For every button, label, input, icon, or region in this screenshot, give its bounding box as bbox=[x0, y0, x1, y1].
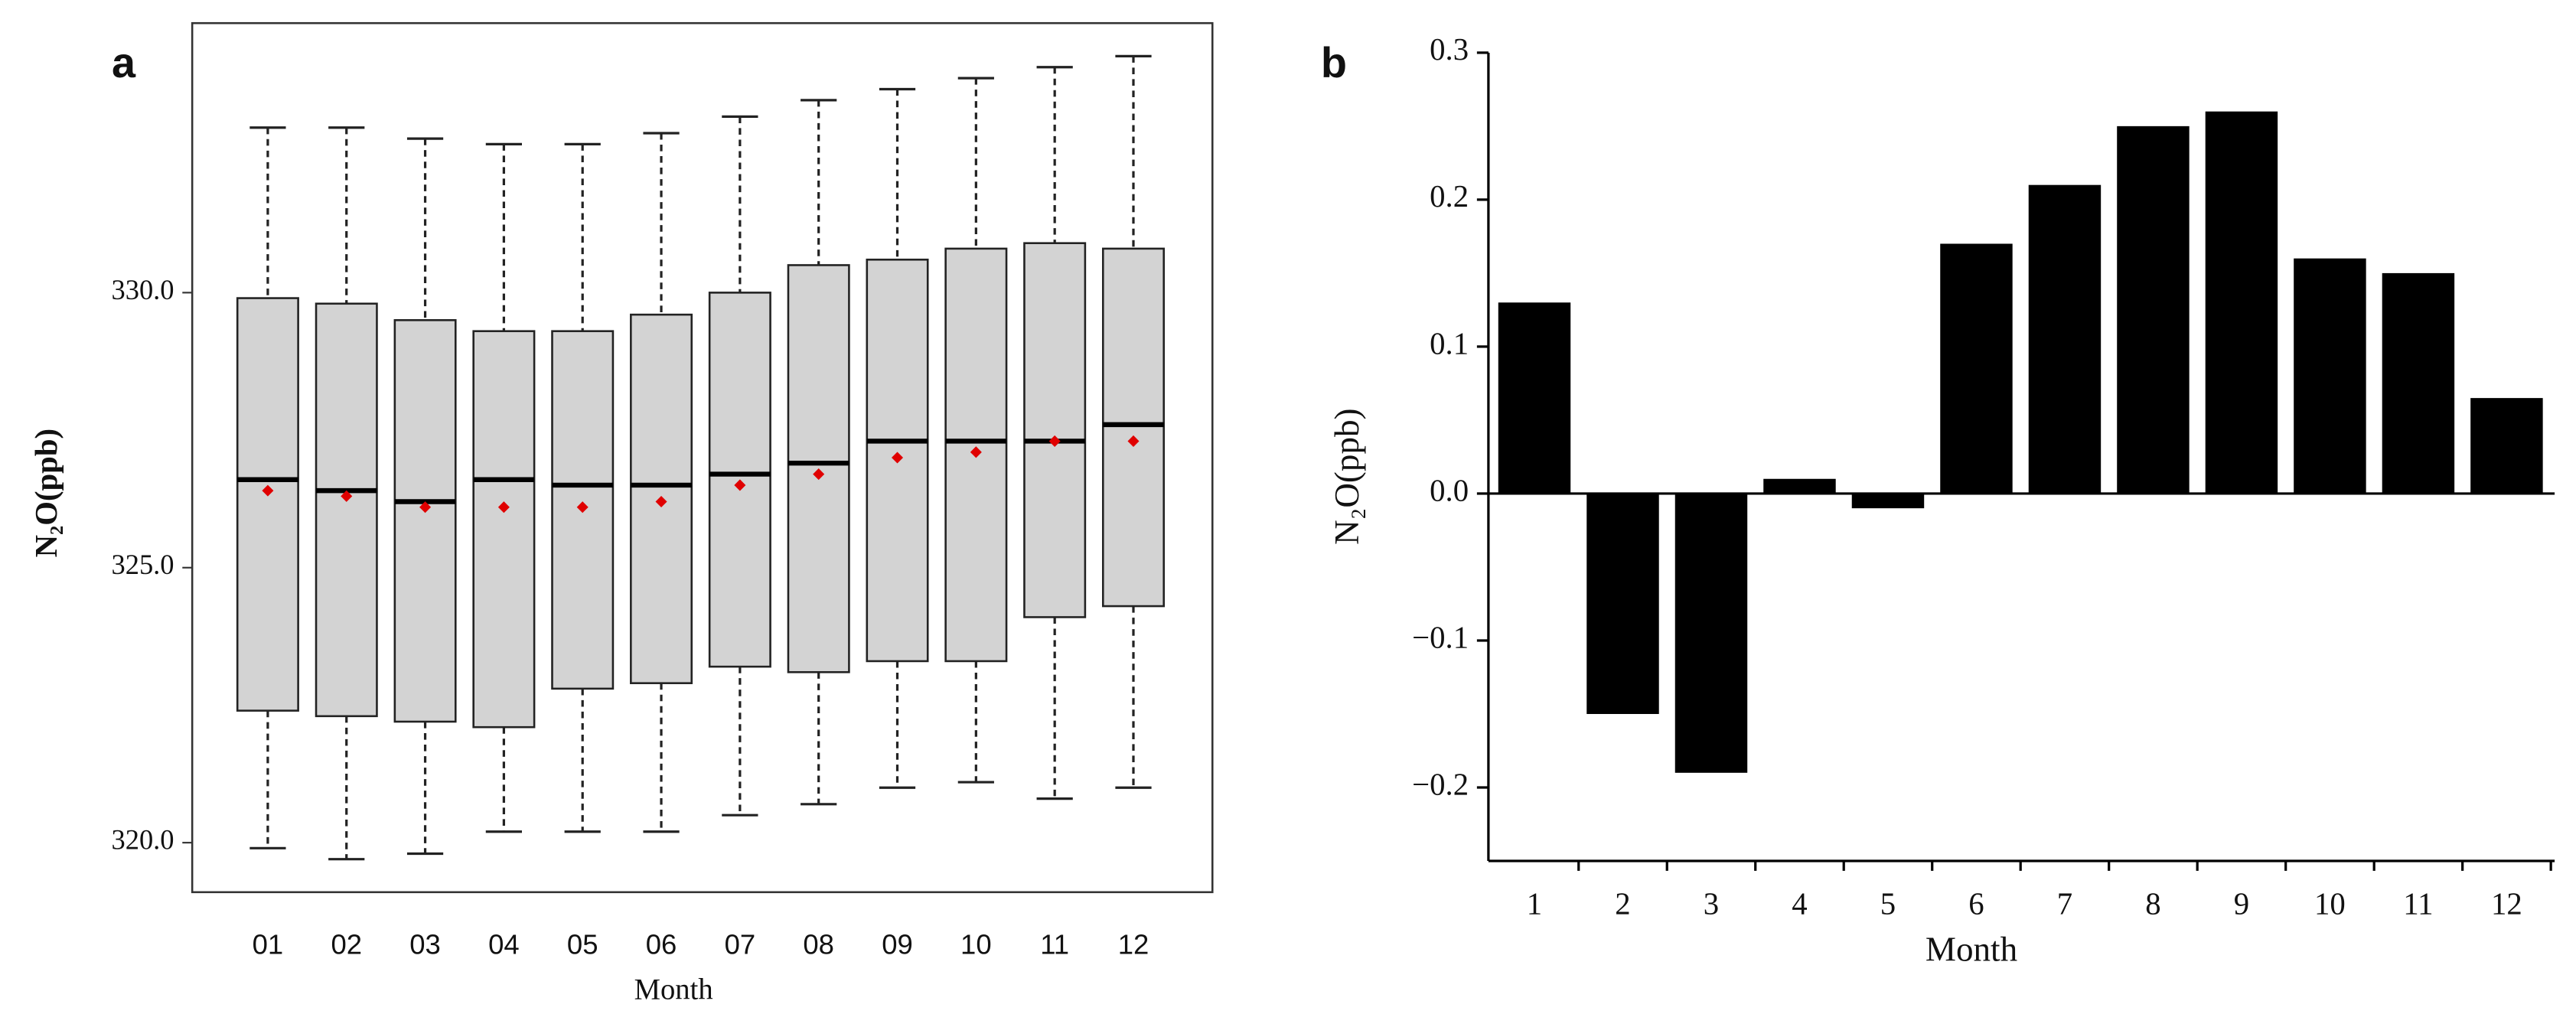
y-tick-label: 0.0 bbox=[1430, 473, 1469, 507]
mean-marker bbox=[262, 484, 274, 497]
x-tick-label: 05 bbox=[567, 928, 598, 960]
x-tick-label: 2 bbox=[1615, 886, 1630, 921]
y-axis-label: N₂O(ppb) bbox=[29, 429, 64, 558]
mean-marker bbox=[1048, 435, 1061, 447]
mean-marker bbox=[576, 501, 589, 514]
y-tick-label: 0.3 bbox=[1430, 32, 1469, 67]
mean-marker bbox=[1127, 435, 1140, 447]
y-tick-label: 320.0 bbox=[111, 823, 174, 855]
bar bbox=[1940, 243, 2013, 494]
x-tick-label: 04 bbox=[488, 928, 520, 960]
mean-marker bbox=[419, 501, 432, 514]
y-tick-label: 325.0 bbox=[111, 549, 174, 580]
box bbox=[1101, 247, 1165, 608]
x-tick-label: 07 bbox=[725, 928, 756, 960]
panel-label: b bbox=[1321, 38, 1347, 86]
y-tick-label: 0.2 bbox=[1430, 179, 1469, 214]
x-tick-label: 02 bbox=[331, 928, 362, 960]
box bbox=[551, 330, 615, 690]
bar bbox=[1498, 302, 1571, 494]
y-axis-label: N₂O(ppb) bbox=[1328, 408, 1366, 544]
mean-marker bbox=[813, 468, 825, 481]
y-tick-label: −0.1 bbox=[1412, 620, 1469, 654]
box bbox=[1023, 242, 1087, 618]
mean-marker bbox=[970, 446, 982, 458]
x-tick-label: 8 bbox=[2145, 886, 2160, 921]
x-tick-label: 1 bbox=[1527, 886, 1542, 921]
x-tick-label: 01 bbox=[253, 928, 284, 960]
bar bbox=[1763, 478, 1836, 494]
mean-marker bbox=[734, 479, 746, 491]
bar bbox=[2205, 111, 2278, 494]
box bbox=[472, 330, 536, 729]
mean-marker bbox=[655, 495, 667, 508]
mean-marker bbox=[892, 452, 904, 464]
x-tick-label: 10 bbox=[2314, 886, 2346, 921]
bar bbox=[2294, 258, 2366, 494]
panel-label: a bbox=[112, 38, 136, 86]
x-axis-label: Month bbox=[634, 974, 713, 1006]
y-tick-label: 0.1 bbox=[1430, 326, 1469, 360]
x-tick-label: 08 bbox=[803, 928, 834, 960]
x-tick-label: 12 bbox=[1118, 928, 1149, 960]
x-tick-label: 11 bbox=[1040, 928, 1069, 960]
bar bbox=[1586, 493, 1659, 714]
x-tick-label: 6 bbox=[1968, 886, 1984, 921]
y-tick-label: −0.2 bbox=[1412, 767, 1469, 801]
x-tick-label: 5 bbox=[1880, 886, 1896, 921]
bar bbox=[2117, 126, 2190, 494]
bar bbox=[2470, 398, 2543, 494]
x-tick-label: 03 bbox=[409, 928, 441, 960]
box bbox=[393, 319, 457, 723]
bar bbox=[2382, 272, 2455, 494]
bar bbox=[1674, 493, 1748, 773]
frame-a bbox=[191, 21, 1214, 894]
mean-marker bbox=[341, 490, 353, 502]
x-tick-label: 09 bbox=[882, 928, 913, 960]
bar bbox=[1851, 493, 1925, 509]
x-tick-label: 9 bbox=[2234, 886, 2249, 921]
x-tick-label: 3 bbox=[1704, 886, 1719, 921]
x-tick-label: 10 bbox=[960, 928, 992, 960]
x-axis-label: Month bbox=[1925, 931, 2017, 969]
box bbox=[236, 297, 299, 712]
box bbox=[315, 302, 378, 718]
x-tick-label: 12 bbox=[2491, 886, 2522, 921]
mean-marker bbox=[497, 501, 510, 514]
x-tick-label: 7 bbox=[2057, 886, 2072, 921]
y-tick-label: 330.0 bbox=[111, 274, 174, 305]
x-tick-label: 4 bbox=[1792, 886, 1807, 921]
x-tick-label: 06 bbox=[646, 928, 677, 960]
x-tick-label: 11 bbox=[2403, 886, 2433, 921]
bar bbox=[2028, 184, 2102, 494]
